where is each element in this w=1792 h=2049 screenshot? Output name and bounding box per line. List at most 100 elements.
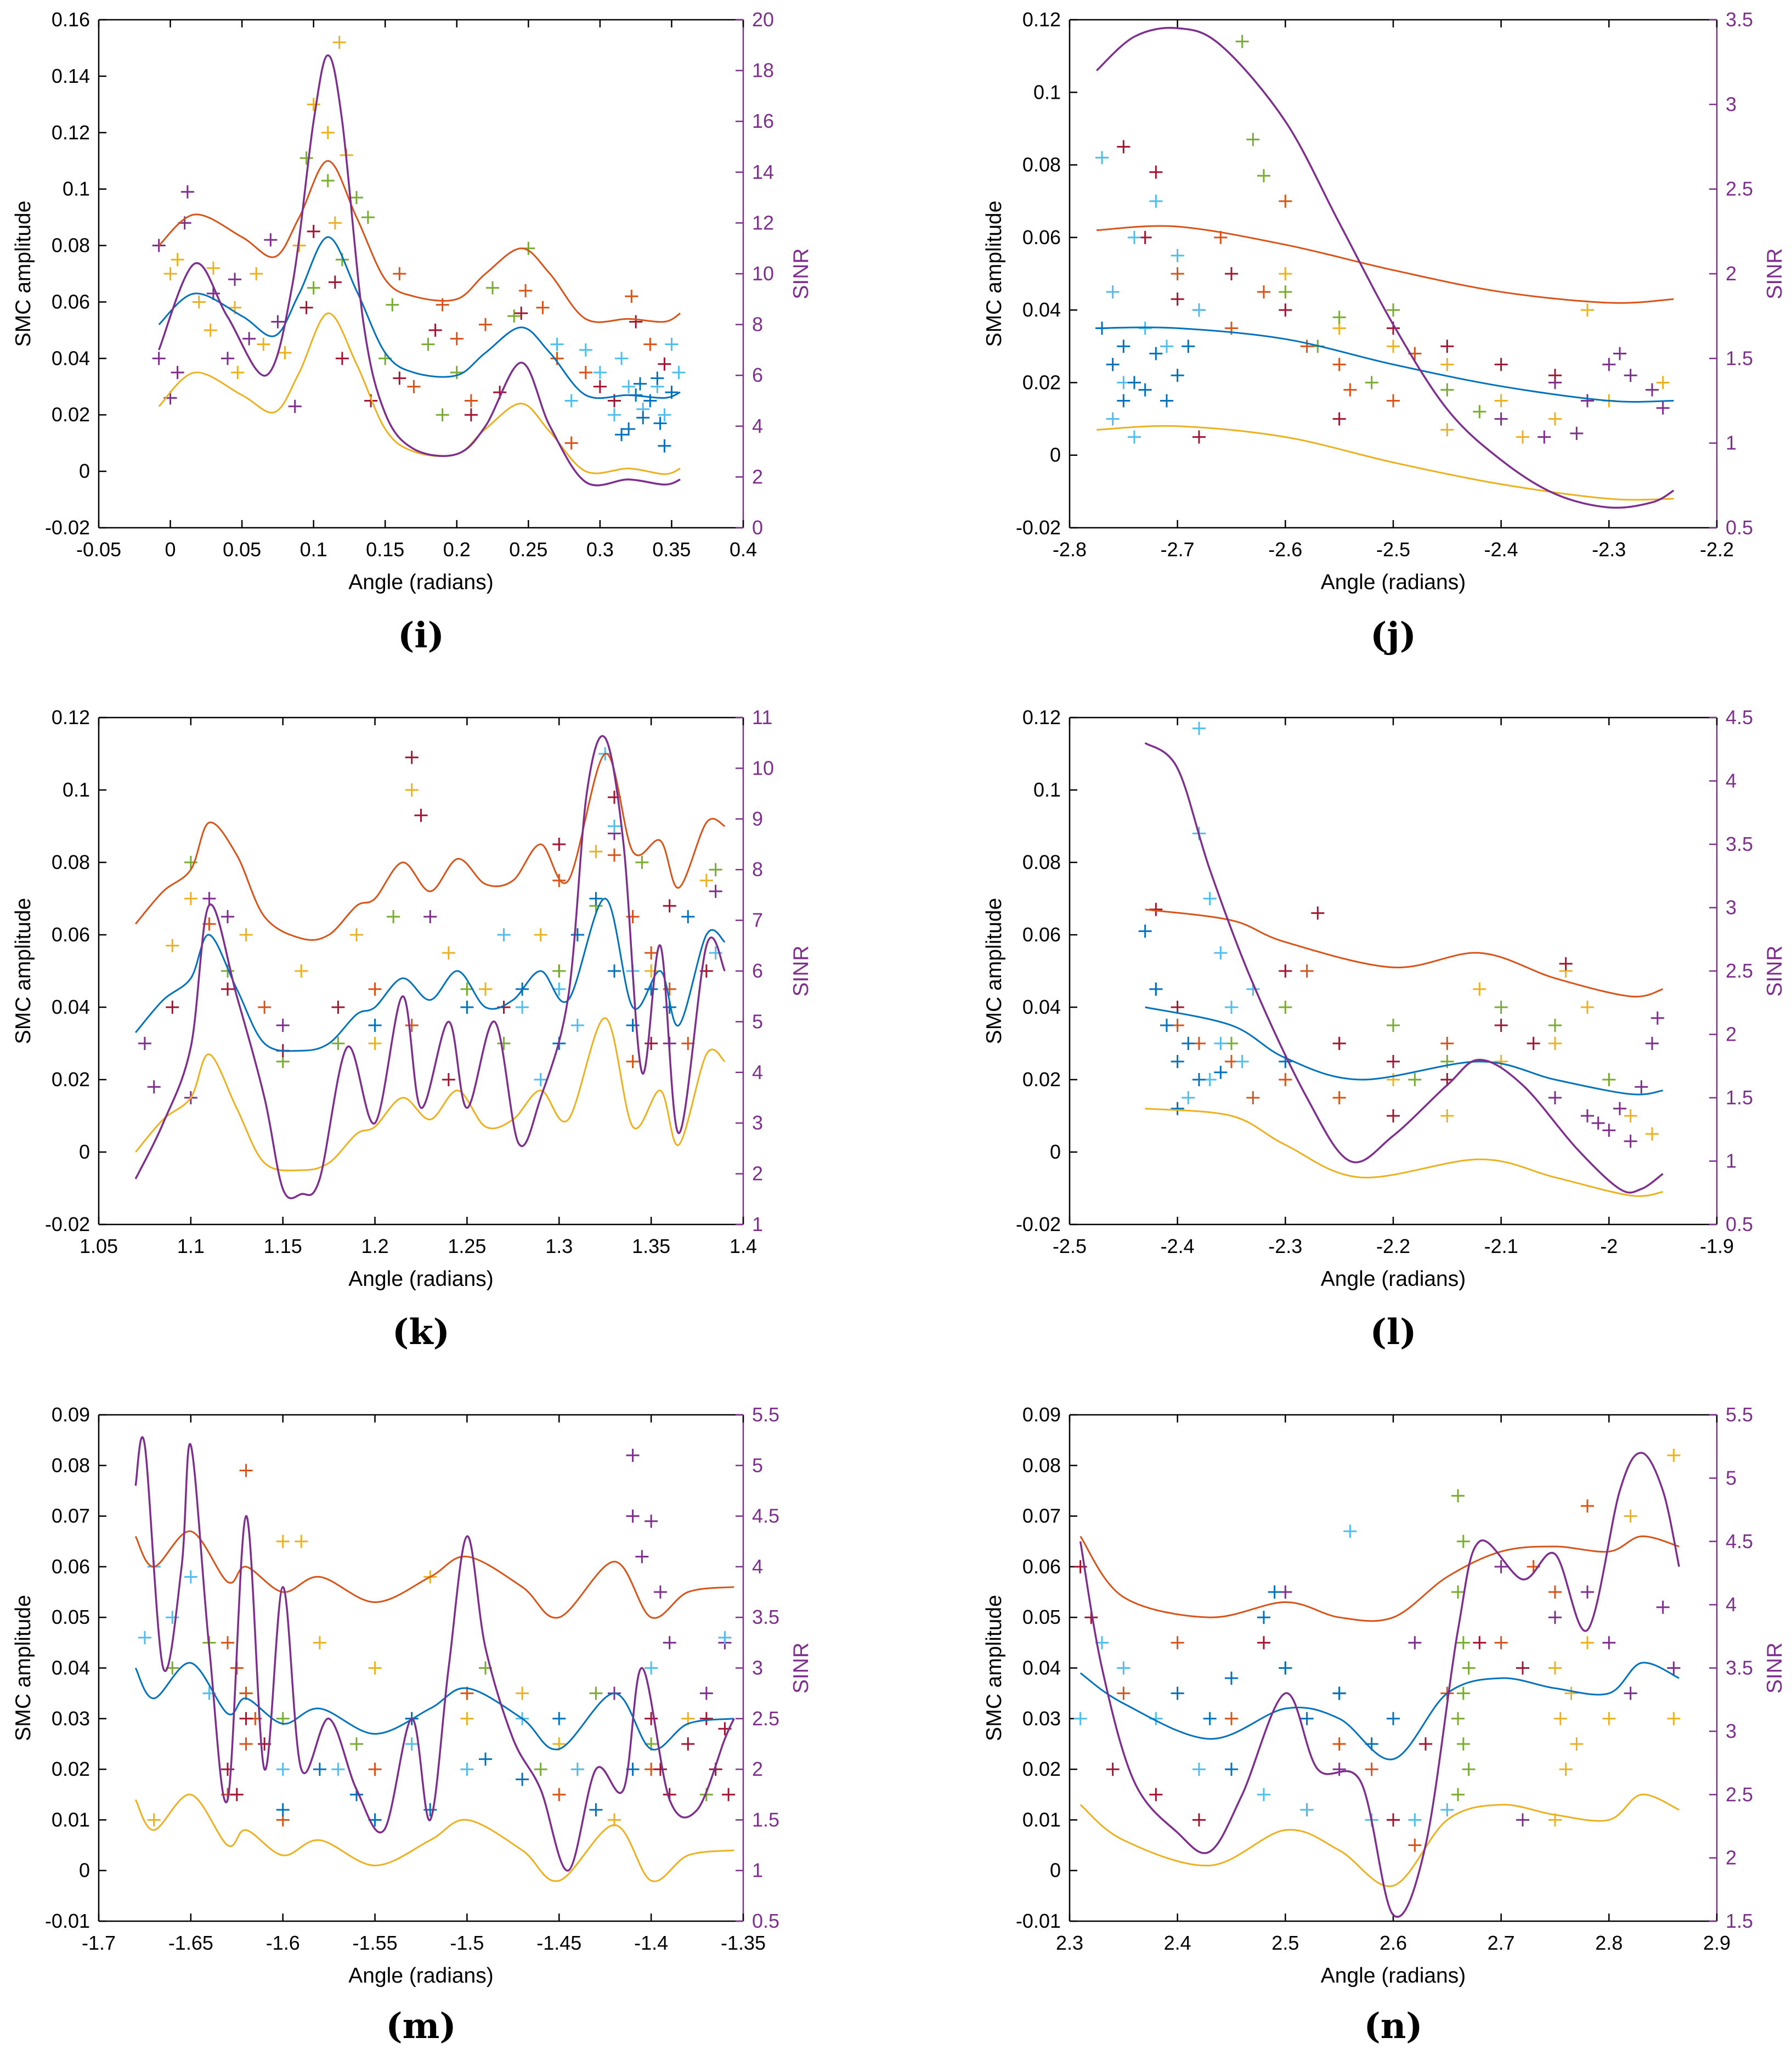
- scatter-point: [1192, 430, 1206, 444]
- scatter-series-yellow: [147, 1534, 695, 1827]
- scatter-point: [1182, 1091, 1195, 1104]
- scatter-point: [709, 884, 722, 898]
- panel-n: 2.3 2.4 2.5 2.6 2.7 2.8 2.9 -0.01 0 0.01 0.02 0.03 0…: [982, 1403, 1787, 2047]
- scatter-point: [1300, 340, 1314, 353]
- y-tick-label: -0.02: [45, 1213, 90, 1235]
- y-tick-label: 0: [1050, 1141, 1061, 1163]
- scatter-point: [1548, 1661, 1562, 1675]
- y-tick-label: 0.02: [1022, 371, 1061, 393]
- panel-l: -2.5 -2.4 -2.3 -2.2 -2.1 -2 -1.9 -0.02 0 0.02 0.04…: [982, 706, 1787, 1353]
- scatter-point: [1106, 358, 1120, 371]
- scatter-point: [1387, 1019, 1400, 1032]
- scatter-point: [239, 1737, 253, 1751]
- line-lower: [1145, 1108, 1663, 1197]
- scatter-point: [152, 352, 166, 365]
- scatter-point: [629, 315, 643, 329]
- y-tick-label: 0.04: [1022, 298, 1061, 321]
- y2-tick-label: 1: [752, 1213, 763, 1235]
- line-sinr: [134, 735, 726, 1199]
- y-tick-label: 0.06: [52, 923, 90, 946]
- scatter-point: [1646, 1037, 1659, 1050]
- plot-area: [1095, 27, 1675, 509]
- y2-tick-label: 3: [1726, 1720, 1737, 1742]
- scatter-point: [1171, 1055, 1184, 1068]
- y2-tick-label: 3.5: [752, 1606, 779, 1628]
- scatter-point: [1225, 267, 1238, 280]
- scatter-point: [1570, 1737, 1584, 1751]
- scatter-point: [386, 298, 399, 312]
- scatter-point: [1387, 1813, 1400, 1827]
- y-tick-label: 0.1: [63, 778, 90, 801]
- scatter-point: [171, 253, 184, 267]
- scatter-point: [1548, 1037, 1562, 1050]
- scatter-point: [1192, 721, 1206, 735]
- y-axis-label: SMC amplitude: [982, 898, 1006, 1045]
- scatter-point: [350, 191, 363, 205]
- y2-tick-label: 4: [752, 415, 763, 437]
- scatter-point: [663, 1636, 676, 1650]
- line-sinr: [1095, 27, 1675, 509]
- y2-tick-label: 14: [752, 161, 774, 183]
- plot-area: [152, 36, 686, 487]
- scatter-point: [615, 352, 629, 365]
- y-tick-label: 0.06: [1022, 923, 1061, 946]
- scatter-point: [1117, 340, 1130, 353]
- scatter-point: [536, 301, 550, 314]
- line-lower: [134, 1793, 734, 1882]
- scatter-point: [1667, 1661, 1681, 1675]
- scatter-point: [239, 928, 253, 941]
- y-tick-label: 0.16: [52, 8, 90, 31]
- y-tick-label: 0.09: [52, 1403, 90, 1426]
- scatter-point: [1160, 340, 1173, 353]
- scatter-point: [1451, 1712, 1465, 1725]
- scatter-point: [699, 874, 713, 887]
- x-tick-label: -2.6: [1268, 538, 1302, 561]
- y-tick-label: 0.12: [52, 121, 90, 144]
- y2-tick-label: 2.5: [1726, 178, 1753, 200]
- scatter-point: [442, 946, 455, 959]
- x-axis-label: Angle (radians): [348, 1267, 493, 1291]
- scatter-point: [1279, 1001, 1292, 1014]
- scatter-point: [152, 239, 166, 252]
- scatter-point: [1128, 430, 1141, 444]
- y-tick-label: 0.05: [52, 1606, 90, 1628]
- y2-tick-label: 2: [1726, 1847, 1737, 1869]
- scatter-point: [1548, 412, 1562, 426]
- scatter-point: [1246, 133, 1260, 146]
- scatter-point: [166, 1611, 179, 1624]
- y2-tick-label: 2: [752, 1162, 763, 1185]
- y2-tick-label: 6: [752, 959, 763, 982]
- y-tick-label: 0.08: [1022, 851, 1061, 873]
- scatter-point: [1117, 140, 1130, 154]
- scatter-point: [405, 1019, 419, 1032]
- scatter-point: [147, 1813, 161, 1827]
- scatter-point: [497, 1037, 511, 1050]
- y-axis-label: SMC amplitude: [12, 898, 35, 1045]
- y2-tick-label: 1: [1726, 1150, 1737, 1172]
- scatter-point: [1387, 394, 1400, 408]
- panel-i: -0.05 0 0.05 0.1 0.15 0.2 0.25 0.3 0.35 0.4 -0.02 0…: [12, 8, 813, 656]
- scatter-point: [1527, 1037, 1540, 1050]
- scatter-point: [328, 216, 342, 230]
- scatter-point: [516, 1773, 529, 1786]
- scatter-point: [1440, 358, 1454, 371]
- y2-tick-label: 3: [1726, 93, 1737, 115]
- scatter-point: [1656, 401, 1670, 415]
- panel-caption: (j): [1370, 615, 1416, 656]
- scatter-point: [1548, 1019, 1562, 1032]
- y-tick-label: -0.01: [1016, 1910, 1061, 1932]
- scatter-point: [450, 332, 463, 346]
- scatter-point: [479, 983, 492, 996]
- panel-caption: (l): [1370, 1312, 1417, 1353]
- y2-tick-label: 1.5: [752, 1808, 779, 1831]
- line-upper: [1079, 1536, 1680, 1622]
- y-tick-label: 0: [79, 1859, 90, 1882]
- y-tick-label: 0: [1050, 1859, 1061, 1882]
- scatter-point: [1494, 1001, 1508, 1014]
- scatter-point: [643, 337, 657, 351]
- scatter-series-orange: [1171, 194, 1422, 408]
- scatter-point: [1365, 376, 1378, 390]
- scatter-point: [1171, 249, 1184, 262]
- x-tick-label: -2.2: [1700, 538, 1734, 561]
- panel-m: -1.7 -1.65 -1.6 -1.55 -1.5 -1.45 -1.4 -1.35 -0.0…: [12, 1403, 813, 2047]
